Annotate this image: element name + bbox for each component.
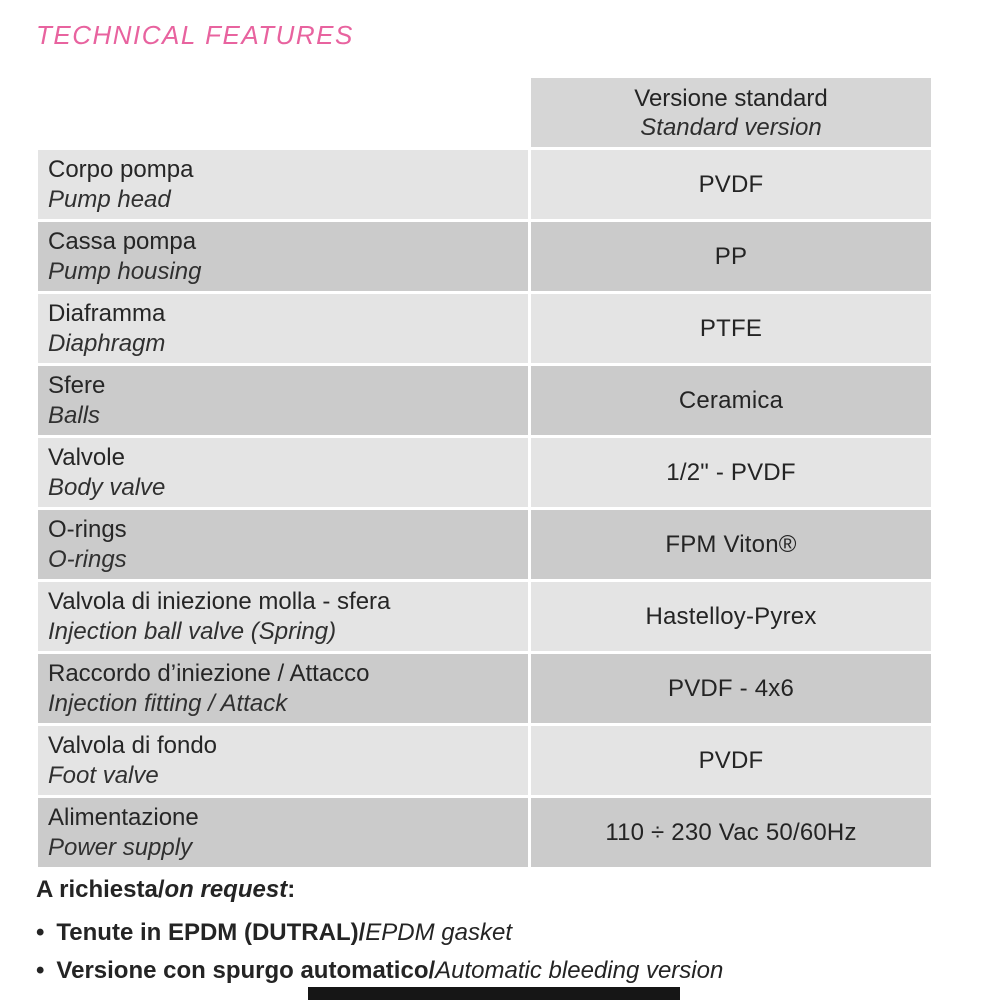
feature-label-cell: Raccordo d’iniezione / Attacco Injection… [35, 651, 531, 726]
feature-label-cell: Alimentazione Power supply [35, 795, 531, 870]
feature-name-english: Pump head [48, 185, 171, 213]
feature-name-italian: Alimentazione [48, 803, 199, 831]
feature-name-italian: Diaframma [48, 299, 166, 327]
feature-label-cell: Cassa pompa Pump housing [35, 219, 531, 294]
table-row: Sfere Balls Ceramica [35, 363, 934, 438]
bullet-text-italic: EPDM gasket [365, 919, 512, 946]
feature-value-cell: PVDF - 4x6 [528, 651, 934, 726]
table-body: Corpo pompa Pump head PVDF Cassa pompa P… [35, 147, 934, 870]
table-row: Valvola di fondo Foot valve PVDF [35, 723, 934, 798]
table-row: Corpo pompa Pump head PVDF [35, 147, 934, 222]
feature-name-italian: Cassa pompa [48, 227, 197, 255]
feature-value-cell: PP [528, 219, 934, 294]
bullet-text: Tenute in EPDM (DUTRAL)/EPDM gasket [56, 914, 512, 952]
notes-heading: A richiesta/on request: [36, 874, 723, 906]
feature-value-cell: Ceramica [528, 363, 934, 438]
notes-heading-english: on request [164, 876, 288, 903]
feature-name-italian: Corpo pompa [48, 155, 194, 183]
bullet-text-bold: Versione con spurgo automatico/ [56, 957, 436, 984]
technical-features-table: Versione standard Standard version Corpo… [35, 75, 934, 870]
header-version-cell: Versione standard Standard version [528, 75, 934, 150]
notes-list: • Tenute in EPDM (DUTRAL)/EPDM gasket • … [36, 914, 723, 990]
header-title-italian: Versione standard [634, 84, 828, 112]
header-title-english: Standard version [640, 113, 822, 141]
feature-value-cell: PTFE [528, 291, 934, 366]
bullet-text: Versione con spurgo automatico/Automatic… [56, 952, 723, 990]
feature-name-english: Body valve [48, 473, 166, 501]
feature-label-cell: Diaframma Diaphragm [35, 291, 531, 366]
list-item: • Versione con spurgo automatico/Automat… [36, 952, 723, 990]
feature-name-italian: Raccordo d’iniezione / Attacco [48, 659, 370, 687]
feature-value-cell: 110 ÷ 230 Vac 50/60Hz [528, 795, 934, 870]
feature-value-cell: PVDF [528, 147, 934, 222]
feature-label-cell: Sfere Balls [35, 363, 531, 438]
table-row: Alimentazione Power supply 110 ÷ 230 Vac… [35, 795, 934, 870]
feature-name-english: Foot valve [48, 761, 159, 789]
feature-name-italian: Valvola di fondo [48, 731, 218, 759]
feature-name-italian: Valvola di iniezione molla - sfera [48, 587, 391, 615]
header-empty-cell [35, 75, 531, 150]
table-row: Valvola di iniezione molla - sfera Injec… [35, 579, 934, 654]
feature-label-cell: Corpo pompa Pump head [35, 147, 531, 222]
table-row: Cassa pompa Pump housing PP [35, 219, 934, 294]
table-row: Raccordo d’iniezione / Attacco Injection… [35, 651, 934, 726]
feature-name-italian: Sfere [48, 371, 106, 399]
table-row: O-rings O-rings FPM Viton® [35, 507, 934, 582]
header-row: Versione standard Standard version [35, 75, 934, 150]
page-title: TECHNICAL FEATURES [36, 20, 354, 50]
feature-value-cell: PVDF [528, 723, 934, 798]
table-row: Valvole Body valve 1/2" - PVDF [35, 435, 934, 510]
feature-label-cell: Valvola di fondo Foot valve [35, 723, 531, 798]
feature-name-italian: O-rings [48, 515, 127, 543]
notes-heading-italian: A richiesta/ [36, 876, 165, 903]
table-row: Diaframma Diaphragm PTFE [35, 291, 934, 366]
bullet-icon: • [36, 957, 45, 984]
bullet-text-bold: Tenute in EPDM (DUTRAL)/ [56, 919, 366, 946]
feature-value-cell: FPM Viton® [528, 507, 934, 582]
feature-name-english: O-rings [48, 545, 127, 573]
notes-section: A richiesta/on request: • Tenute in EPDM… [36, 874, 723, 990]
feature-name-english: Power supply [48, 833, 193, 861]
feature-name-english: Balls [48, 401, 101, 429]
bullet-icon: • [36, 919, 45, 946]
bullet-text-italic: Automatic bleeding version [435, 957, 724, 984]
notes-heading-colon: : [287, 876, 296, 903]
feature-name-english: Injection ball valve (Spring) [48, 617, 337, 645]
feature-label-cell: Valvole Body valve [35, 435, 531, 510]
list-item: • Tenute in EPDM (DUTRAL)/EPDM gasket [36, 914, 723, 952]
feature-name-english: Pump housing [48, 257, 202, 285]
feature-value-cell: Hastelloy-Pyrex [528, 579, 934, 654]
table-header: Versione standard Standard version [35, 75, 934, 150]
feature-name-english: Injection fitting / Attack [48, 689, 288, 717]
feature-name-italian: Valvole [48, 443, 125, 471]
feature-name-english: Diaphragm [48, 329, 166, 357]
feature-value-cell: 1/2" - PVDF [528, 435, 934, 510]
feature-label-cell: O-rings O-rings [35, 507, 531, 582]
feature-label-cell: Valvola di iniezione molla - sfera Injec… [35, 579, 531, 654]
footer-bar [308, 987, 680, 1000]
